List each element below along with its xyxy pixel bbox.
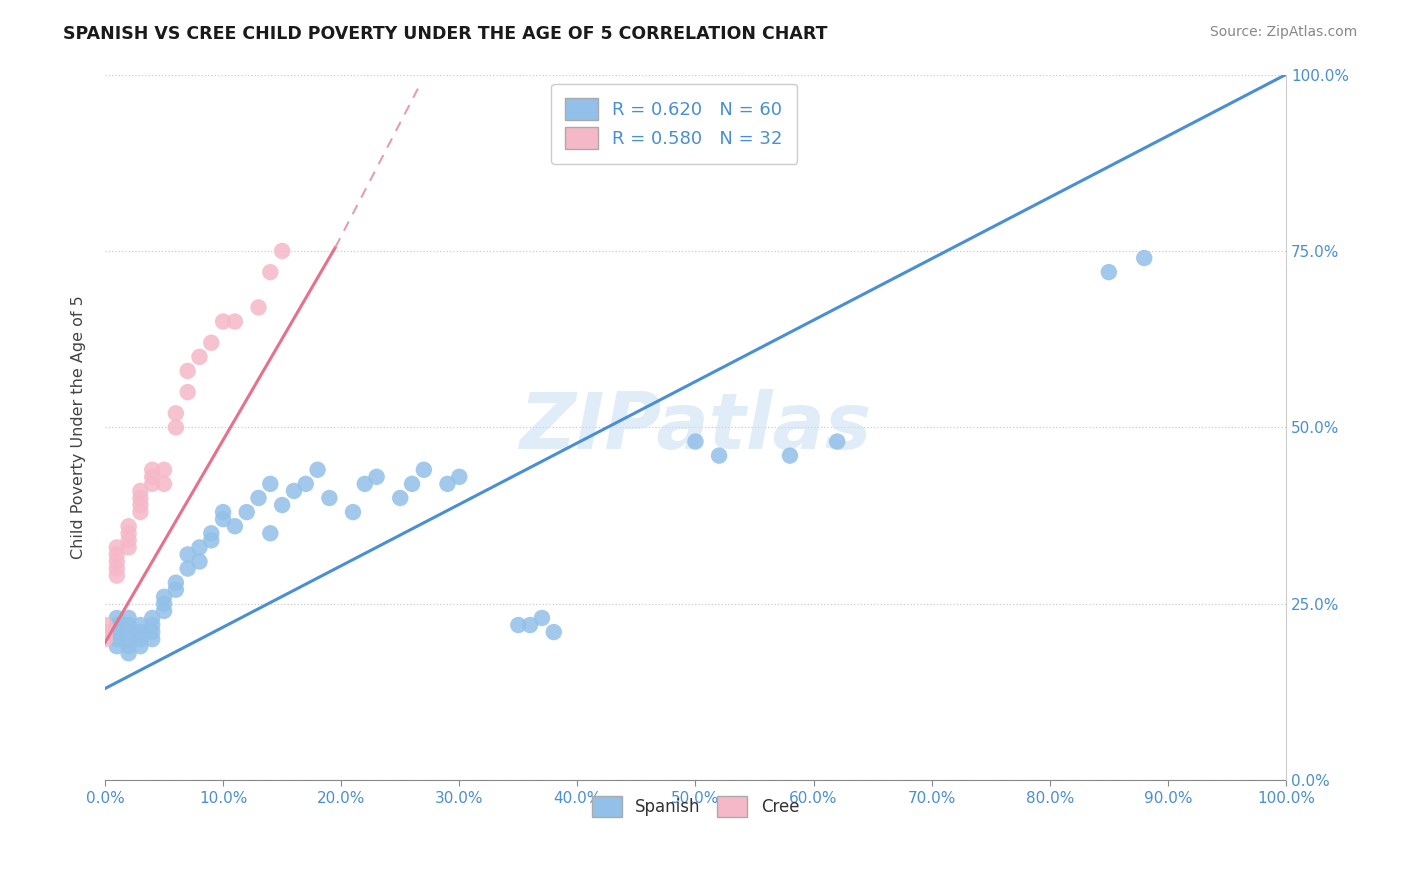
Point: [117, 639, 139, 653]
Point: [141, 632, 163, 647]
Point: [508, 618, 530, 632]
Point: [401, 476, 423, 491]
Point: [129, 498, 152, 512]
Point: [366, 470, 388, 484]
Point: [153, 463, 176, 477]
Point: [165, 406, 187, 420]
Point: [235, 505, 257, 519]
Point: [247, 301, 270, 315]
Point: [188, 554, 211, 568]
Point: [141, 618, 163, 632]
Point: [247, 491, 270, 505]
Text: ZIPatlas: ZIPatlas: [519, 390, 872, 466]
Point: [153, 476, 176, 491]
Point: [105, 541, 128, 555]
Point: [200, 533, 222, 548]
Point: [129, 632, 152, 647]
Point: [200, 335, 222, 350]
Point: [129, 639, 152, 653]
Point: [212, 505, 235, 519]
Point: [94, 632, 117, 647]
Point: [271, 498, 294, 512]
Point: [117, 632, 139, 647]
Point: [271, 244, 294, 258]
Point: [543, 625, 565, 640]
Point: [105, 618, 128, 632]
Text: SPANISH VS CREE CHILD POVERTY UNDER THE AGE OF 5 CORRELATION CHART: SPANISH VS CREE CHILD POVERTY UNDER THE …: [63, 25, 828, 43]
Point: [165, 420, 187, 434]
Point: [141, 625, 163, 640]
Point: [1133, 251, 1156, 265]
Point: [294, 476, 316, 491]
Point: [129, 505, 152, 519]
Point: [519, 618, 541, 632]
Point: [165, 582, 187, 597]
Point: [449, 470, 471, 484]
Point: [283, 483, 305, 498]
Point: [188, 350, 211, 364]
Point: [1098, 265, 1121, 279]
Point: [129, 618, 152, 632]
Point: [685, 434, 707, 449]
Point: [412, 463, 434, 477]
Point: [105, 639, 128, 653]
Point: [117, 611, 139, 625]
Point: [259, 526, 281, 541]
Point: [105, 548, 128, 562]
Point: [188, 541, 211, 555]
Point: [129, 625, 152, 640]
Point: [117, 519, 139, 533]
Point: [200, 526, 222, 541]
Point: [153, 590, 176, 604]
Point: [307, 463, 329, 477]
Point: [105, 632, 128, 647]
Point: [105, 554, 128, 568]
Point: [129, 491, 152, 505]
Point: [94, 625, 117, 640]
Point: [224, 314, 246, 328]
Point: [176, 561, 198, 575]
Point: [105, 625, 128, 640]
Point: [212, 512, 235, 526]
Point: [94, 618, 117, 632]
Point: [141, 476, 163, 491]
Text: Source: ZipAtlas.com: Source: ZipAtlas.com: [1209, 25, 1357, 39]
Point: [153, 604, 176, 618]
Point: [779, 449, 801, 463]
Point: [165, 575, 187, 590]
Point: [141, 463, 163, 477]
Point: [105, 611, 128, 625]
Point: [825, 434, 848, 449]
Point: [342, 505, 364, 519]
Point: [141, 611, 163, 625]
Point: [117, 541, 139, 555]
Point: [224, 519, 246, 533]
Point: [105, 561, 128, 575]
Point: [176, 364, 198, 378]
Point: [117, 533, 139, 548]
Point: [530, 611, 553, 625]
Y-axis label: Child Poverty Under the Age of 5: Child Poverty Under the Age of 5: [72, 295, 86, 559]
Point: [176, 548, 198, 562]
Point: [117, 526, 139, 541]
Point: [259, 476, 281, 491]
Point: [318, 491, 340, 505]
Point: [176, 385, 198, 400]
Point: [141, 470, 163, 484]
Point: [259, 265, 281, 279]
Point: [436, 476, 458, 491]
Point: [105, 568, 128, 582]
Point: [153, 597, 176, 611]
Point: [117, 618, 139, 632]
Point: [707, 449, 730, 463]
Point: [129, 483, 152, 498]
Point: [117, 625, 139, 640]
Legend: Spanish, Cree: Spanish, Cree: [583, 788, 807, 825]
Point: [212, 314, 235, 328]
Point: [117, 646, 139, 660]
Point: [389, 491, 412, 505]
Point: [353, 476, 375, 491]
